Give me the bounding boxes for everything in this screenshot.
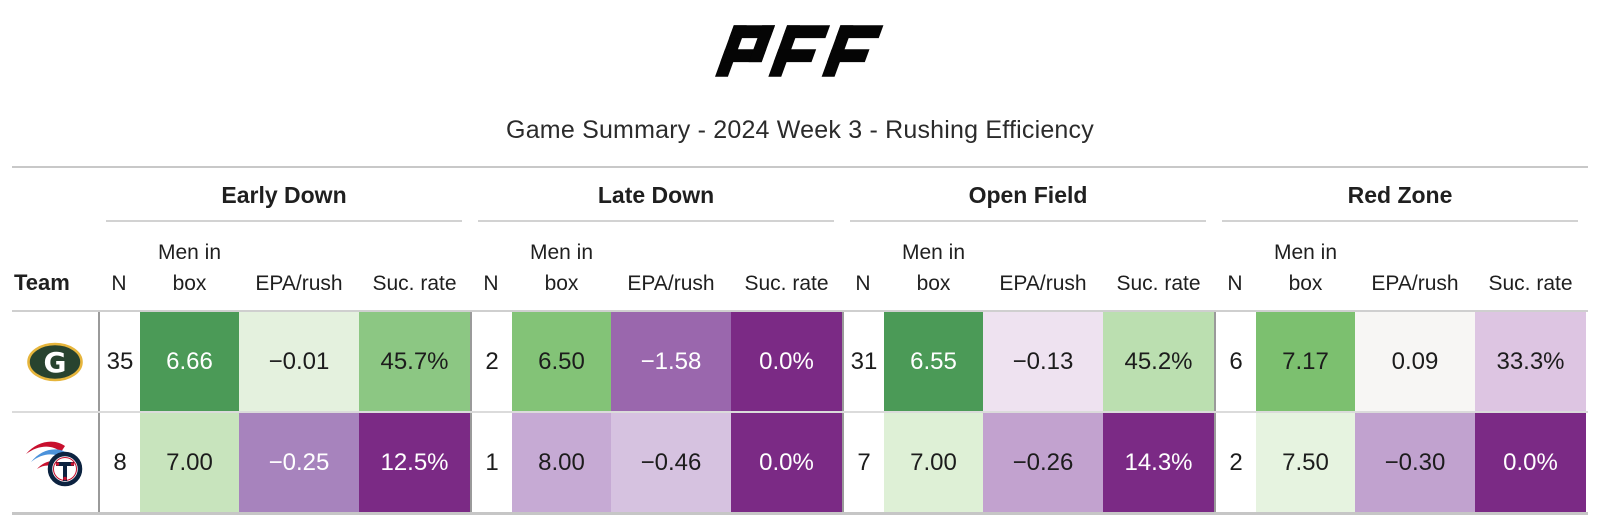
men-in-box-column-header: Men in box xyxy=(512,222,611,310)
team-column-header: Team xyxy=(14,270,70,296)
n-column-header: N xyxy=(483,271,499,295)
men-in-box-cell: 6.50 xyxy=(512,312,611,411)
suc-rate-column-header: Suc. rate xyxy=(744,271,829,295)
table-row-titans: 8 7.00 −0.25 12.5% 1 8.00 −0.46 0.0% 7 7… xyxy=(12,411,1588,512)
titans-logo xyxy=(26,441,83,486)
team-logo-cell xyxy=(12,413,98,512)
men-in-box-column-header: Men in box xyxy=(140,222,239,310)
suc-rate-cell: 0.0% xyxy=(731,413,842,512)
epa-rush-column-header: EPA/rush xyxy=(627,271,715,295)
men-in-box-label: Men in box xyxy=(529,241,594,295)
men-in-box-column-header: Men in box xyxy=(1256,222,1355,310)
epa-rush-cell: 0.09 xyxy=(1355,312,1475,411)
men-in-box-label: Men in box xyxy=(1273,241,1338,295)
pff-logo-icon xyxy=(714,25,884,77)
n-column-header: N xyxy=(855,271,871,295)
group-header-spacer xyxy=(12,168,98,222)
group-header-red-zone: Red Zone xyxy=(1214,168,1586,222)
n-cell: 31 xyxy=(842,312,884,411)
men-in-box-cell: 7.50 xyxy=(1256,413,1355,512)
n-cell: 7 xyxy=(842,413,884,512)
epa-rush-cell: −0.30 xyxy=(1355,413,1475,512)
suc-rate-cell: 45.2% xyxy=(1103,312,1214,411)
n-cell: 35 xyxy=(98,312,140,411)
epa-rush-cell: −0.01 xyxy=(239,312,359,411)
men-in-box-cell: 6.66 xyxy=(140,312,239,411)
epa-rush-column-header: EPA/rush xyxy=(255,271,343,295)
suc-rate-column-header: Suc. rate xyxy=(1116,271,1201,295)
epa-rush-cell: −0.25 xyxy=(239,413,359,512)
epa-rush-cell: −0.13 xyxy=(983,312,1103,411)
rushing-efficiency-table: Early Down Late Down Open Field Red Zone… xyxy=(12,166,1588,515)
suc-rate-cell: 0.0% xyxy=(731,312,842,411)
suc-rate-cell: 45.7% xyxy=(359,312,470,411)
n-cell: 1 xyxy=(470,413,512,512)
epa-rush-column-header: EPA/rush xyxy=(1371,271,1459,295)
men-in-box-cell: 7.17 xyxy=(1256,312,1355,411)
men-in-box-label: Men in box xyxy=(157,241,222,295)
epa-rush-cell: −1.58 xyxy=(611,312,731,411)
men-in-box-cell: 8.00 xyxy=(512,413,611,512)
men-in-box-cell: 7.00 xyxy=(884,413,983,512)
epa-rush-column-header: EPA/rush xyxy=(999,271,1087,295)
logo-row xyxy=(0,0,1600,78)
n-cell: 6 xyxy=(1214,312,1256,411)
men-in-box-label: Men in box xyxy=(901,241,966,295)
svg-text:G: G xyxy=(44,346,67,379)
n-column-header: N xyxy=(1227,271,1243,295)
men-in-box-column-header: Men in box xyxy=(884,222,983,310)
epa-rush-cell: −0.26 xyxy=(983,413,1103,512)
suc-rate-cell: 14.3% xyxy=(1103,413,1214,512)
n-cell: 2 xyxy=(1214,413,1256,512)
table-row-packers: G 35 6.66 −0.01 45.7% 2 6.50 −1.58 0.0% … xyxy=(12,312,1588,411)
packers-logo: G xyxy=(27,342,83,381)
n-cell: 8 xyxy=(98,413,140,512)
suc-rate-column-header: Suc. rate xyxy=(372,271,457,295)
page-title: Game Summary - 2024 Week 3 - Rushing Eff… xyxy=(506,116,1094,144)
men-in-box-cell: 6.55 xyxy=(884,312,983,411)
suc-rate-cell: 33.3% xyxy=(1475,312,1586,411)
suc-rate-cell: 12.5% xyxy=(359,413,470,512)
group-header-early-down: Early Down xyxy=(98,168,470,222)
group-header-row: Early Down Late Down Open Field Red Zone xyxy=(12,166,1588,222)
suc-rate-column-header: Suc. rate xyxy=(1488,271,1573,295)
team-logo-cell: G xyxy=(12,312,98,411)
epa-rush-cell: −0.46 xyxy=(611,413,731,512)
column-header-row: Team N Men in box EPA/rush Suc. rate N M… xyxy=(12,222,1588,312)
table-body: G 35 6.66 −0.01 45.7% 2 6.50 −1.58 0.0% … xyxy=(12,312,1588,515)
group-header-open-field: Open Field xyxy=(842,168,1214,222)
men-in-box-cell: 7.00 xyxy=(140,413,239,512)
n-column-header: N xyxy=(111,271,127,295)
suc-rate-cell: 0.0% xyxy=(1475,413,1586,512)
n-cell: 2 xyxy=(470,312,512,411)
group-header-late-down: Late Down xyxy=(470,168,842,222)
